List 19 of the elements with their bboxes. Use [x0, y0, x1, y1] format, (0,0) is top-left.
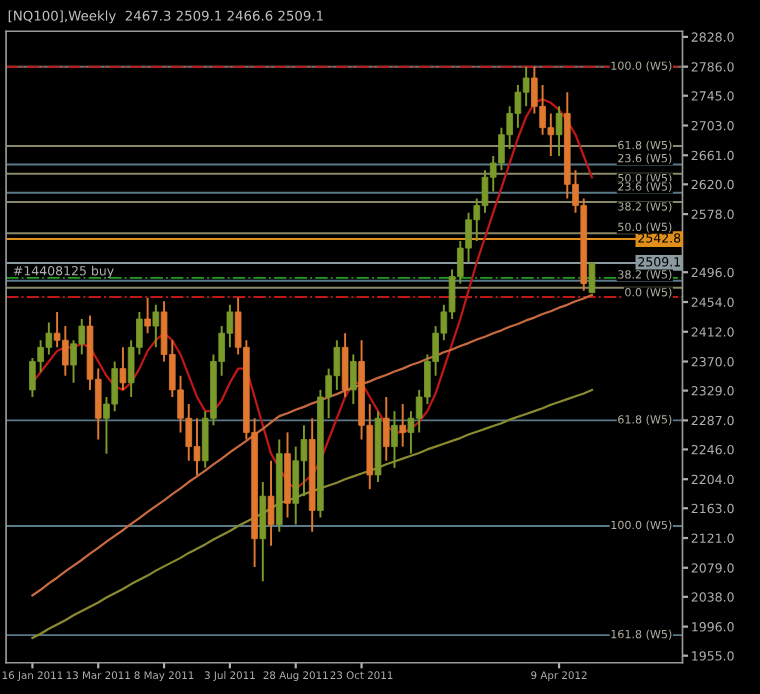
- candlestick: [382, 396, 390, 462]
- line-series: [31, 388, 594, 640]
- candlestick: [267, 459, 275, 547]
- candlestick: [111, 360, 118, 413]
- candlestick: [539, 84, 546, 136]
- candlestick: [399, 403, 406, 448]
- candlestick: [152, 303, 160, 349]
- candlestick: [391, 410, 398, 469]
- candlestick: [588, 261, 596, 295]
- candlestick: [119, 346, 127, 391]
- line-series: [31, 293, 594, 597]
- candlestick: [144, 296, 151, 335]
- candlestick: [350, 353, 357, 406]
- candlestick: [341, 332, 349, 398]
- candlestick: [522, 65, 530, 108]
- candlestick: [259, 481, 267, 583]
- candlestick: [555, 105, 563, 157]
- candlestick: [292, 445, 300, 526]
- candlestick: [62, 325, 69, 377]
